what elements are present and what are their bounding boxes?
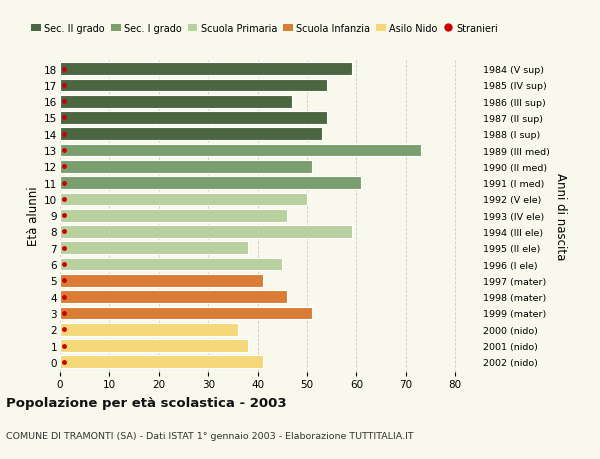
Y-axis label: Età alunni: Età alunni <box>27 186 40 246</box>
Y-axis label: Anni di nascita: Anni di nascita <box>554 172 567 259</box>
Bar <box>60 63 352 76</box>
Bar <box>60 356 263 369</box>
Bar <box>60 79 327 92</box>
Bar <box>60 145 421 157</box>
Bar <box>60 112 327 124</box>
Text: Popolazione per età scolastica - 2003: Popolazione per età scolastica - 2003 <box>6 396 287 409</box>
Bar <box>60 95 292 108</box>
Bar <box>60 128 322 141</box>
Bar <box>60 291 287 303</box>
Bar <box>60 226 352 238</box>
Bar <box>60 161 312 174</box>
Bar <box>60 307 312 319</box>
Legend: Sec. II grado, Sec. I grado, Scuola Primaria, Scuola Infanzia, Asilo Nido, Stran: Sec. II grado, Sec. I grado, Scuola Prim… <box>31 24 498 34</box>
Text: COMUNE DI TRAMONTI (SA) - Dati ISTAT 1° gennaio 2003 - Elaborazione TUTTITALIA.I: COMUNE DI TRAMONTI (SA) - Dati ISTAT 1° … <box>6 431 413 440</box>
Bar <box>60 242 248 255</box>
Bar <box>60 177 361 190</box>
Bar <box>60 274 263 287</box>
Bar <box>60 258 283 271</box>
Bar <box>60 193 307 206</box>
Bar <box>60 340 248 352</box>
Bar <box>60 323 238 336</box>
Bar <box>60 209 287 222</box>
